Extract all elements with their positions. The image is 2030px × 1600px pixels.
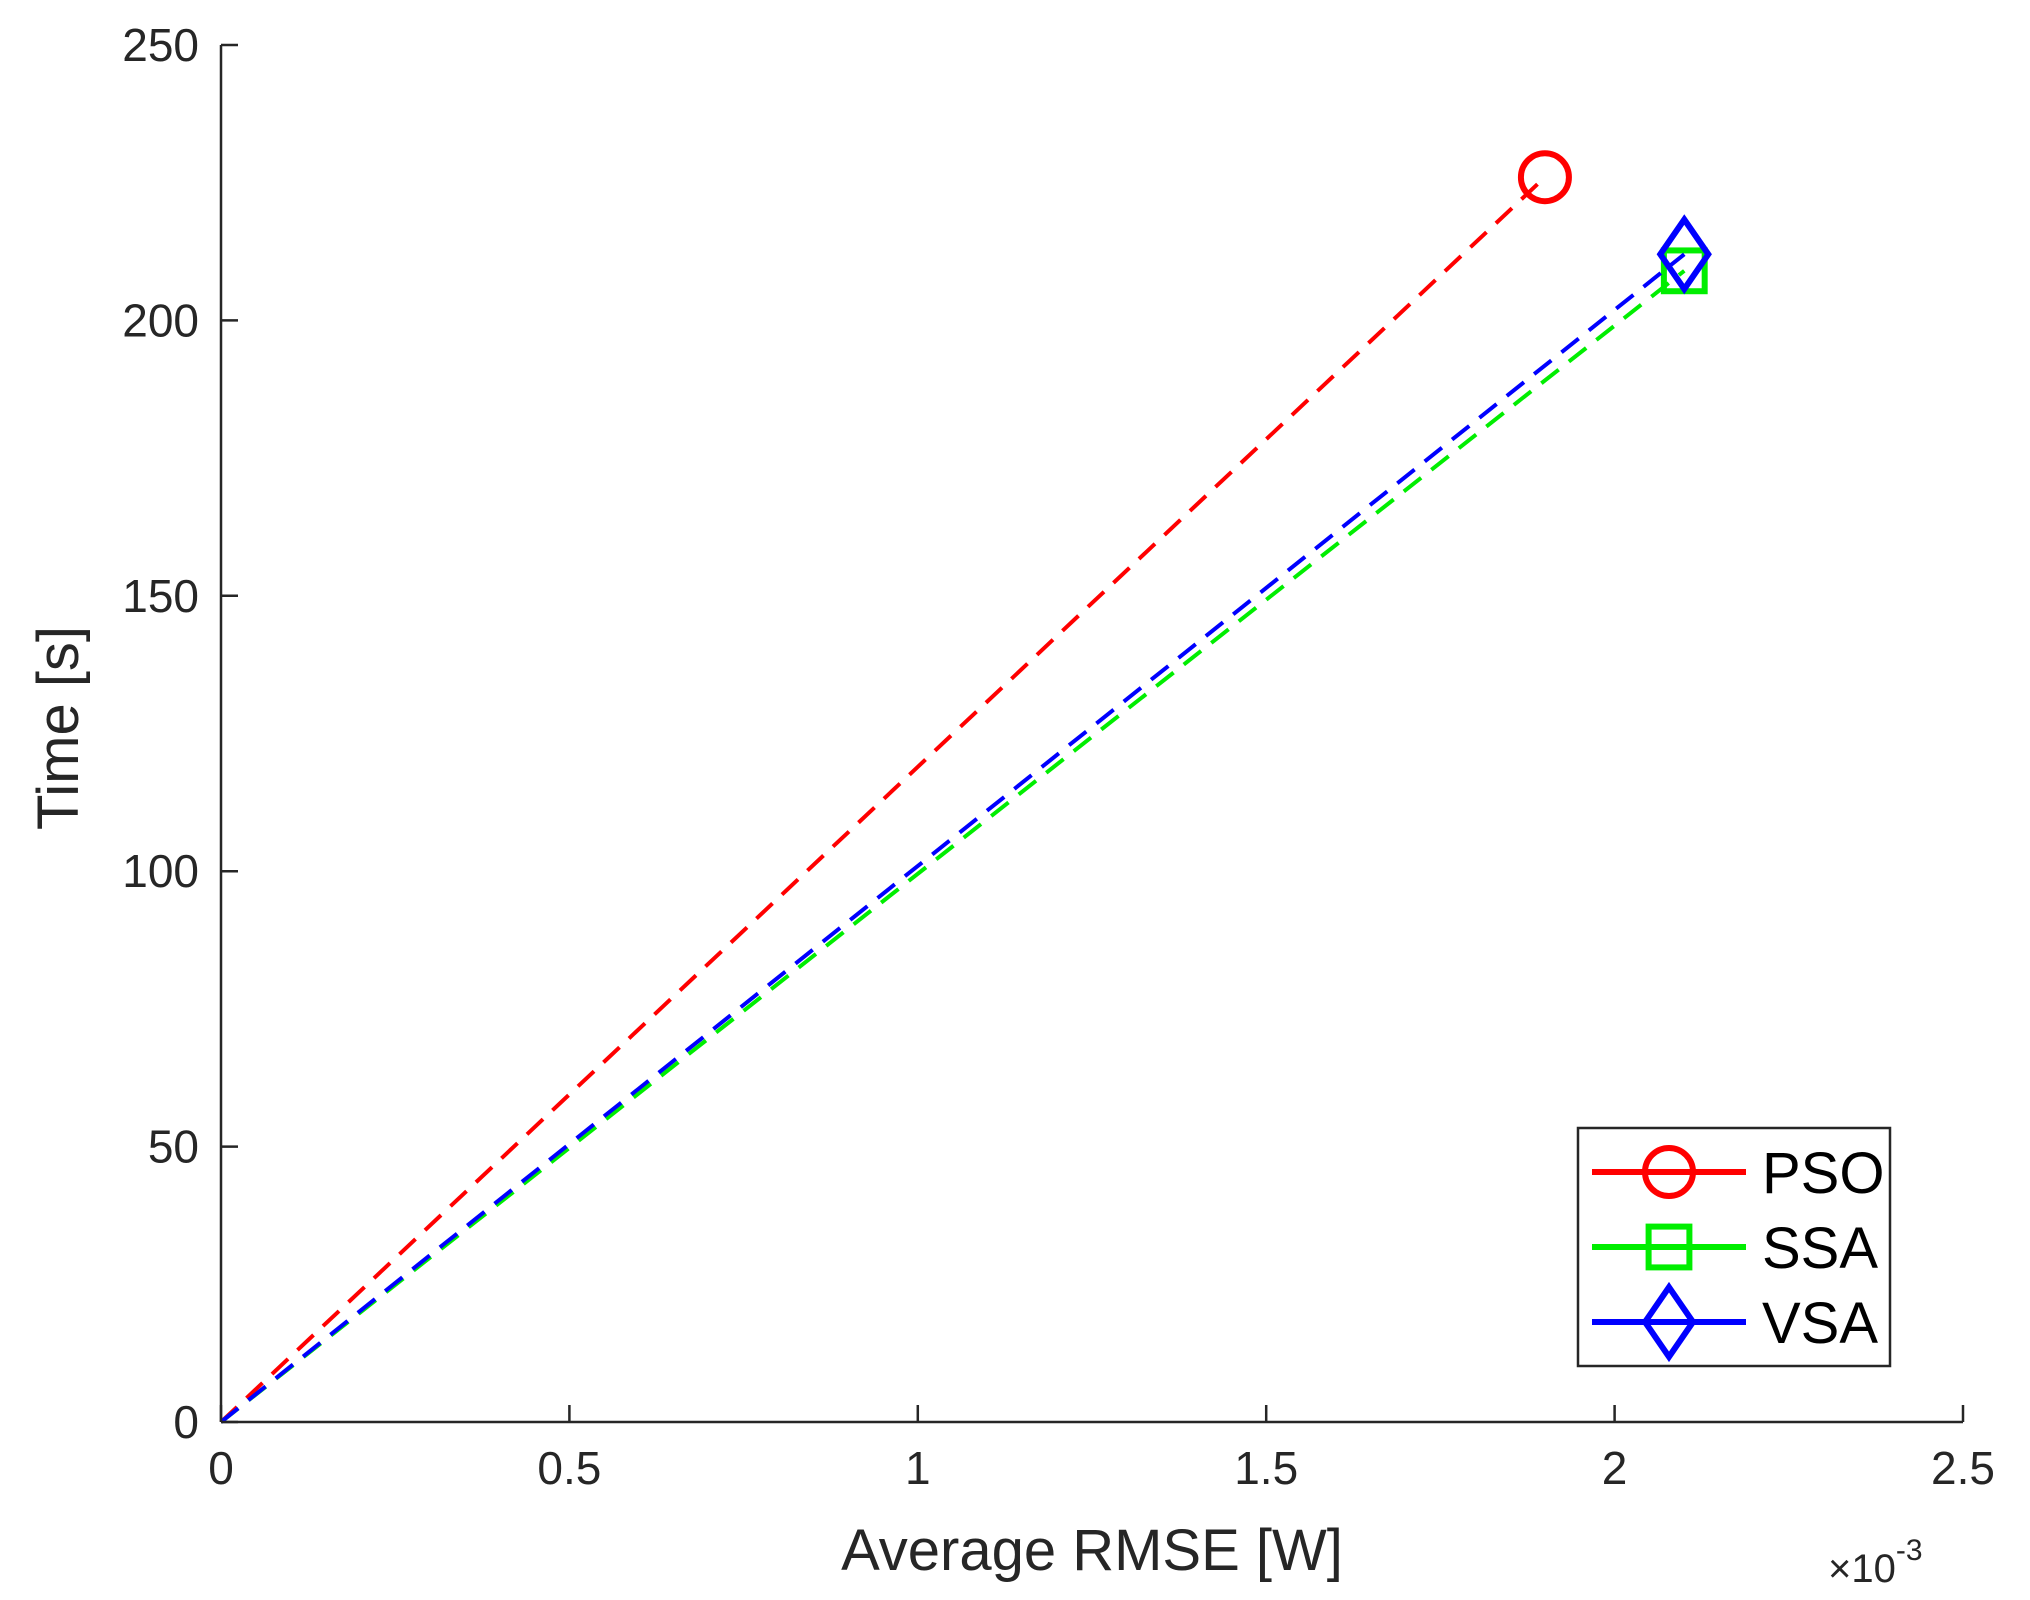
x-exponent-base: ×10 xyxy=(1828,1547,1896,1591)
legend-label-vsa: VSA xyxy=(1762,1291,1878,1356)
legend-label-ssa: SSA xyxy=(1762,1216,1878,1281)
legend-label-pso: PSO xyxy=(1762,1141,1885,1206)
x-tick-label: 1.5 xyxy=(1234,1442,1298,1494)
series-line-ssa xyxy=(219,269,1686,1424)
series-line-pso xyxy=(219,175,1547,1424)
series-line-vsa xyxy=(219,252,1686,1424)
y-axis-label: Time [s] xyxy=(26,626,91,830)
x-tick-label: 1 xyxy=(905,1442,931,1494)
data-point-vsa xyxy=(1656,214,1712,295)
legend-marker-pso xyxy=(1642,1145,1696,1199)
x-axis-label: Average RMSE [W] xyxy=(841,1518,1343,1583)
y-tick-label: 100 xyxy=(122,845,199,897)
y-tick-label: 150 xyxy=(122,570,199,622)
x-exponent-power: -3 xyxy=(1896,1534,1923,1567)
y-tick-label: 50 xyxy=(148,1121,199,1173)
legend-marker-vsa xyxy=(1641,1281,1697,1363)
y-tick-label: 250 xyxy=(122,19,199,71)
x-tick-label: 2.5 xyxy=(1931,1442,1995,1494)
x-tick-label: 0 xyxy=(208,1442,234,1494)
series-group xyxy=(219,150,1712,1424)
legend-marker-ssa xyxy=(1645,1223,1693,1271)
y-tick-label: 0 xyxy=(173,1396,199,1448)
legend: PSO SSA VSA xyxy=(1576,1126,1892,1368)
x-tick-label: 2 xyxy=(1602,1442,1628,1494)
ticks: 0 0.5 1 1.5 2 2.5 0 50 100 150 200 250 xyxy=(122,19,1995,1494)
x-tick-label: 0.5 xyxy=(537,1442,601,1494)
y-tick-label: 200 xyxy=(122,294,199,346)
x-exponent-label: ×10-3 xyxy=(1828,1534,1923,1591)
data-point-pso xyxy=(1517,150,1572,205)
axes xyxy=(219,45,1963,1424)
